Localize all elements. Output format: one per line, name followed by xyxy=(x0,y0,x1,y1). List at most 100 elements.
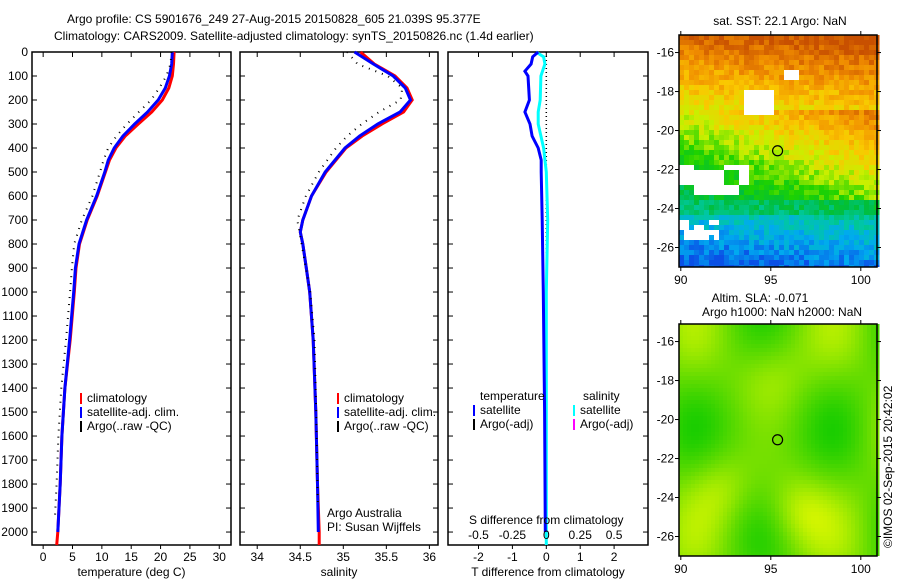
map-cell xyxy=(719,380,724,385)
map-cell xyxy=(823,460,828,465)
map-cell xyxy=(699,500,704,505)
map-cell xyxy=(815,492,820,497)
map-cell xyxy=(814,190,820,196)
map-cell xyxy=(803,496,808,501)
map-cell xyxy=(779,130,785,136)
map-cell xyxy=(759,245,765,251)
map-cell xyxy=(774,200,780,206)
map-cell xyxy=(719,185,725,191)
map-cell xyxy=(804,65,810,71)
map-cell xyxy=(803,384,808,389)
map-cell xyxy=(795,524,800,529)
map-cell xyxy=(871,392,876,397)
map-cell xyxy=(859,480,864,485)
map-cell xyxy=(769,55,775,61)
map-cell xyxy=(707,408,712,413)
map-cell xyxy=(734,35,740,41)
map-cell xyxy=(855,392,860,397)
map-cell xyxy=(831,376,836,381)
map-cell xyxy=(839,75,845,81)
map-cell xyxy=(851,452,856,457)
map-cell xyxy=(811,432,816,437)
map-cell xyxy=(767,396,772,401)
map-cell xyxy=(819,340,824,345)
map-cell xyxy=(804,225,810,231)
map-cell xyxy=(679,125,685,131)
map-cell xyxy=(803,456,808,461)
map-cell xyxy=(699,220,705,226)
map-cell xyxy=(683,464,688,469)
map-cell xyxy=(869,170,875,176)
map-cell xyxy=(871,500,876,505)
map-cell xyxy=(707,380,712,385)
map-cell xyxy=(823,540,828,545)
map-cell xyxy=(703,324,708,329)
map-cell xyxy=(831,544,836,549)
map-cell xyxy=(795,428,800,433)
map-cell xyxy=(747,372,752,377)
map-cell xyxy=(809,195,815,201)
map-cell xyxy=(751,544,756,549)
map-cell xyxy=(723,460,728,465)
map-cell xyxy=(819,150,825,156)
map-cell xyxy=(835,508,840,513)
map-cell xyxy=(775,384,780,389)
map-cell xyxy=(719,512,724,517)
map-cell xyxy=(764,50,770,56)
map-cell xyxy=(784,130,790,136)
map-cell xyxy=(839,324,844,329)
map-cell xyxy=(799,536,804,541)
map-cell xyxy=(709,40,715,46)
map-cell xyxy=(774,255,780,261)
map-cell xyxy=(849,195,855,201)
map-cell xyxy=(823,384,828,389)
map-cell xyxy=(767,388,772,393)
map-cell xyxy=(869,95,875,101)
map-cell xyxy=(803,512,808,517)
map-cell xyxy=(747,328,752,333)
map-cell xyxy=(707,372,712,377)
map-cell xyxy=(804,185,810,191)
map-cell xyxy=(807,380,812,385)
map-cell xyxy=(863,352,868,357)
map-cell xyxy=(711,356,716,361)
map-cell xyxy=(679,392,684,397)
map-cell xyxy=(799,125,805,131)
map-cell xyxy=(727,524,732,529)
map-cell xyxy=(839,35,845,41)
map-cell xyxy=(735,524,740,529)
map-cell xyxy=(824,245,830,251)
map-cell xyxy=(679,452,684,457)
map-cell xyxy=(839,40,845,46)
map-cell xyxy=(707,484,712,489)
map-cell xyxy=(844,175,850,181)
map-cell xyxy=(767,416,772,421)
map-cell xyxy=(849,205,855,211)
map-cell xyxy=(764,55,770,61)
map-cell xyxy=(723,356,728,361)
map-cell xyxy=(871,468,876,473)
map-cell xyxy=(769,205,775,211)
map-cell xyxy=(719,100,725,106)
map-cell xyxy=(719,484,724,489)
map-cell xyxy=(839,492,844,497)
map-cell xyxy=(735,364,740,369)
map-cell xyxy=(699,70,705,76)
map-cell xyxy=(719,416,724,421)
map-cell xyxy=(827,356,832,361)
map-cell xyxy=(714,165,720,171)
map-cell xyxy=(839,412,844,417)
map-cell xyxy=(703,340,708,345)
map-cell xyxy=(784,135,790,141)
map-cell xyxy=(784,65,790,71)
map-cell xyxy=(799,412,804,417)
map-cell xyxy=(855,464,860,469)
map-cell xyxy=(815,472,820,477)
map-cell xyxy=(823,528,828,533)
y-tick-label: 1400 xyxy=(1,381,28,395)
map-cell xyxy=(859,412,864,417)
map-cell xyxy=(695,432,700,437)
map-cell xyxy=(749,65,755,71)
map-cell xyxy=(734,180,740,186)
legend-title-salinity: salinity xyxy=(583,389,620,403)
